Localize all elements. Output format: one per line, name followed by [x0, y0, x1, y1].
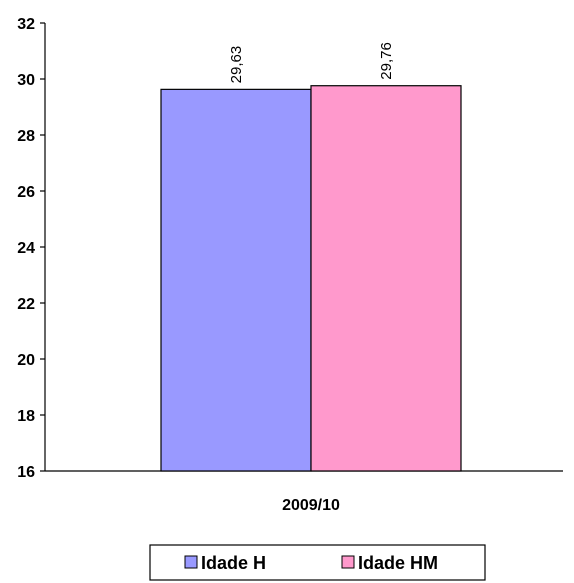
chart-data-labels: 29,63 29,76 [228, 42, 395, 83]
y-tick-label: 22 [17, 296, 35, 313]
bar-idade-hm [310, 85, 462, 472]
bar-idade-h [160, 88, 312, 472]
y-tick-label: 20 [17, 352, 35, 369]
y-tick-label: 26 [17, 184, 35, 201]
chart-axes: 16 18 20 22 24 26 28 30 32 2009/10 [17, 16, 563, 514]
legend-label: Idade HM [358, 553, 438, 573]
data-label: 29,76 [378, 42, 395, 80]
y-tick-label: 28 [17, 128, 35, 145]
y-tick-label: 30 [17, 72, 35, 89]
y-tick-label: 32 [17, 16, 35, 33]
legend-swatch [341, 555, 355, 569]
y-tick-label: 16 [17, 464, 35, 481]
chart-bars [160, 85, 462, 472]
legend-swatch [184, 555, 198, 569]
chart-legend: Idade H Idade HM [149, 544, 486, 581]
x-category-label: 2009/10 [282, 497, 340, 514]
legend-box [149, 544, 486, 581]
y-tick-label: 18 [17, 408, 35, 425]
data-label: 29,63 [228, 46, 245, 84]
y-tick-label: 24 [17, 240, 35, 257]
legend-label: Idade H [201, 553, 266, 573]
